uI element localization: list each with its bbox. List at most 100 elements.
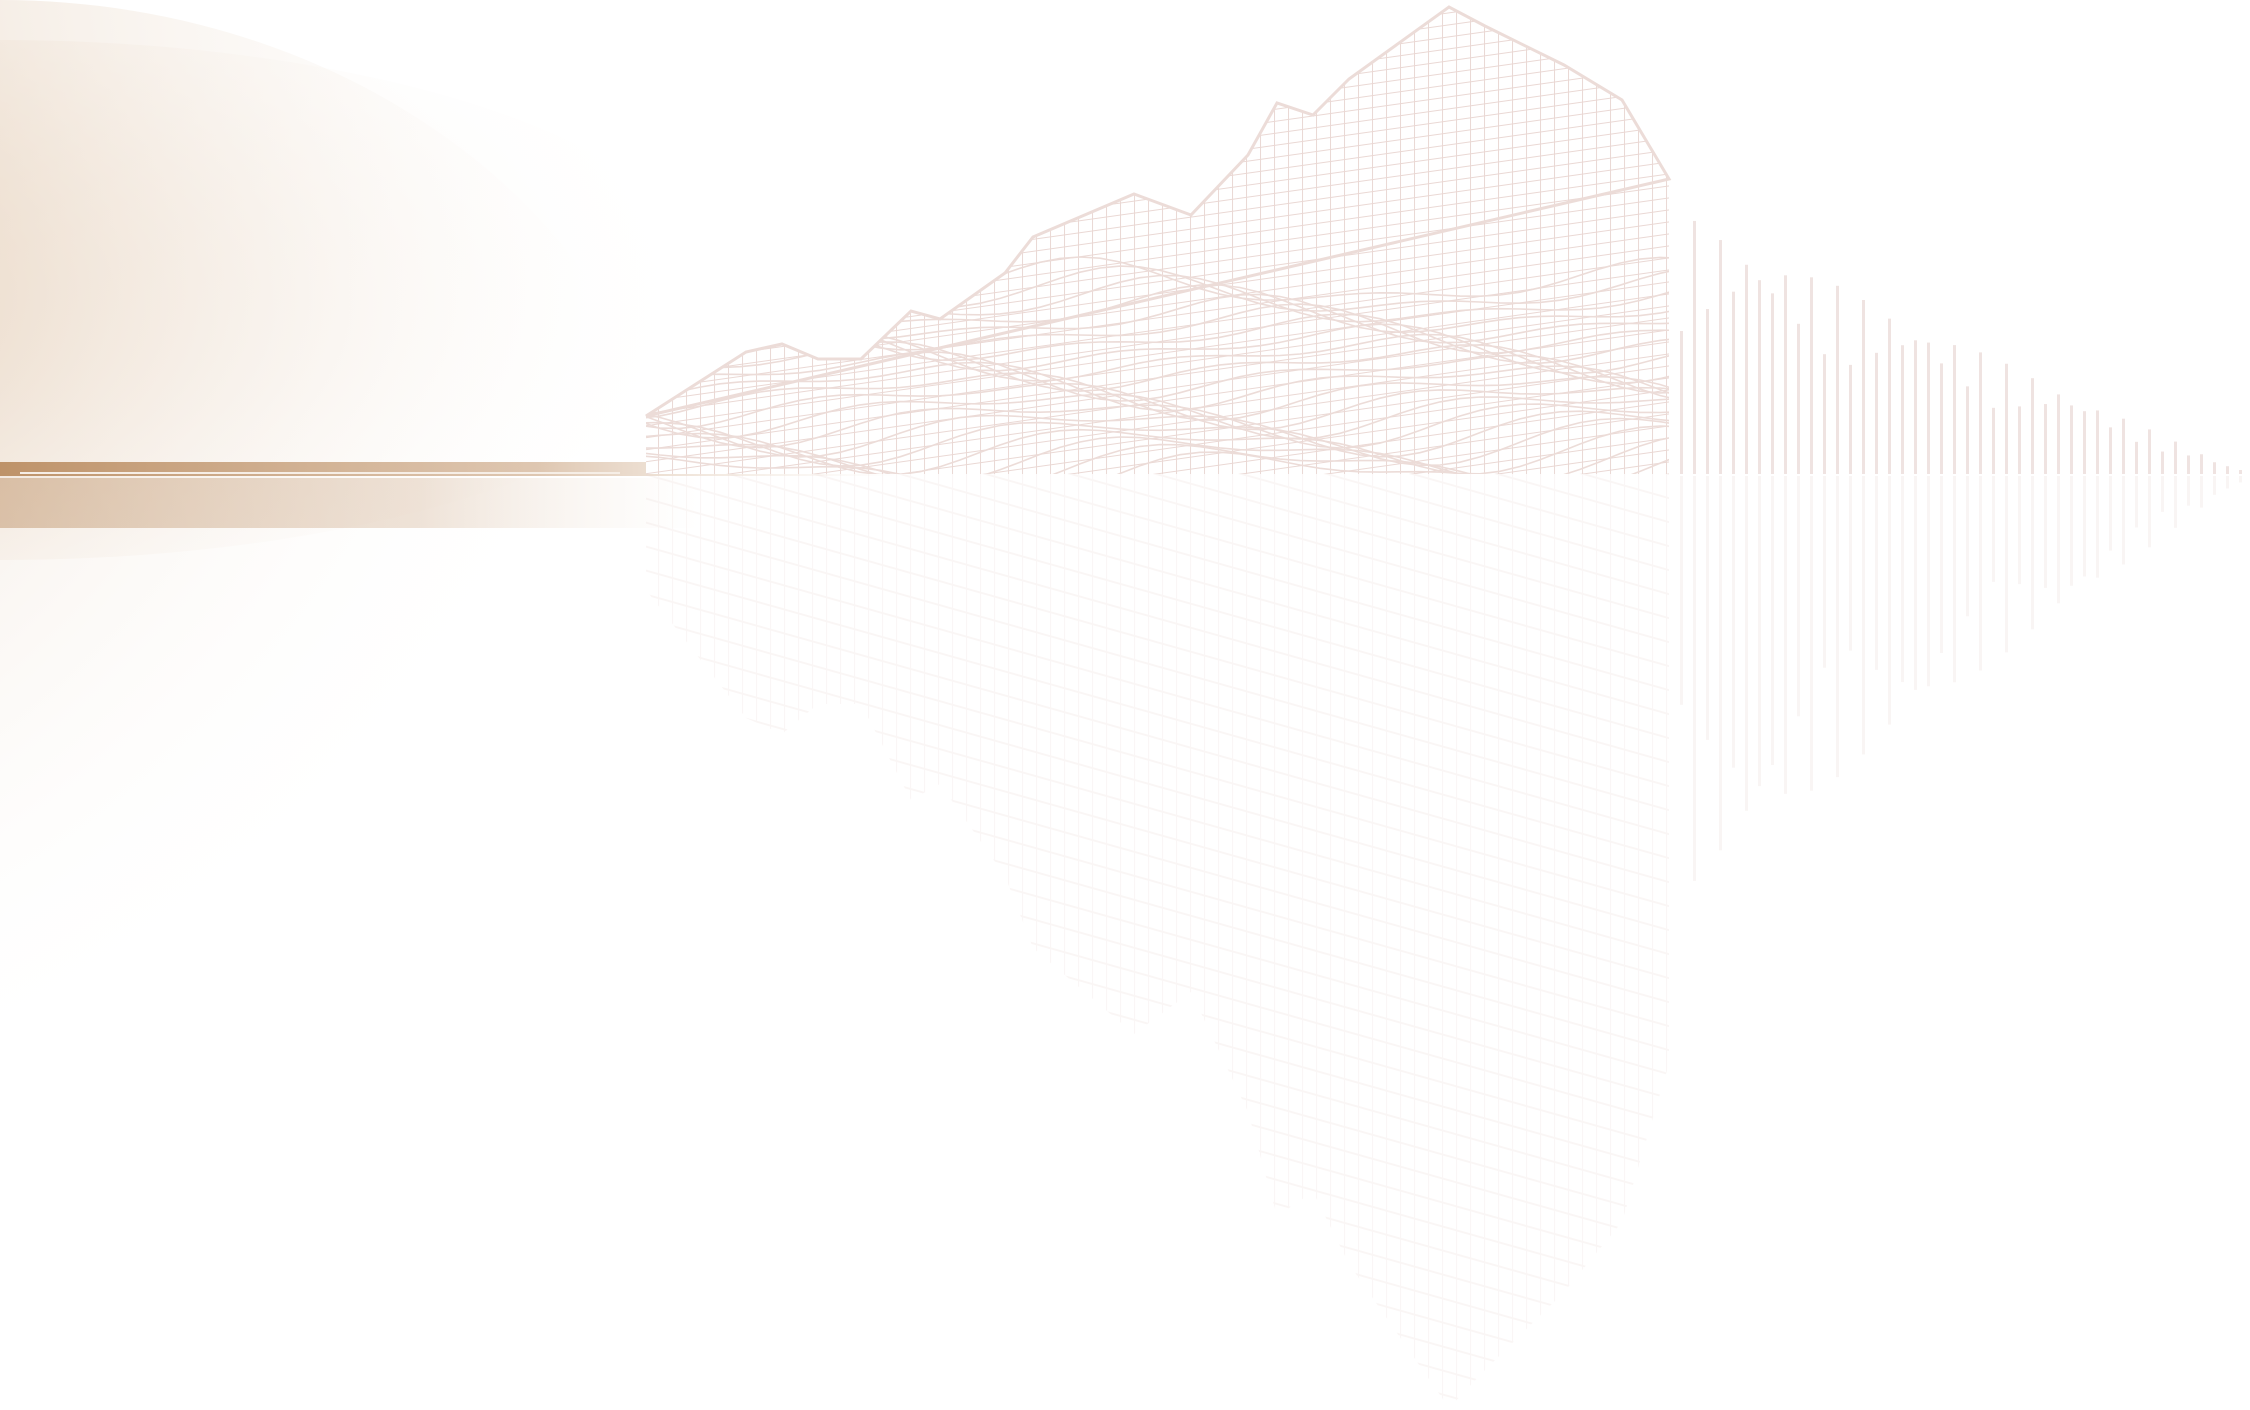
spectrum-bar	[1849, 364, 1852, 474]
spectrum-bar	[2200, 454, 2203, 474]
spectrum-bar	[1966, 476, 1969, 617]
spectrum-bar	[2148, 429, 2151, 474]
spectrum-bar	[1849, 476, 1852, 651]
spectrum-bar	[2005, 363, 2008, 474]
wire-ridge	[646, 372, 1669, 421]
spectrum-bar	[1758, 476, 1761, 787]
spectrum-bar	[1680, 476, 1683, 705]
spectrum-bar	[1745, 476, 1748, 811]
spectrum-bar	[1732, 291, 1735, 474]
spectrum-bar	[2135, 476, 2138, 528]
spectrum-bar	[2174, 476, 2177, 528]
spectrum-bar	[2070, 476, 2073, 586]
spectrum-bar	[2213, 462, 2216, 474]
spectrum-bar	[1901, 345, 1904, 474]
spectrum-bar	[1966, 386, 1969, 474]
spectrum-bar	[2109, 427, 2112, 474]
spectrum-bar	[1888, 318, 1891, 474]
spectrum-bar	[1914, 340, 1917, 474]
wire-ridge	[646, 382, 1669, 431]
spectrum-bar	[1875, 352, 1878, 474]
spectrum-bar	[2044, 476, 2047, 588]
spectrum-bars	[1680, 220, 2242, 474]
spectrum-bar	[1693, 220, 1696, 474]
wire-ridge	[646, 351, 1669, 402]
spectrum-bar	[1992, 407, 1995, 474]
spectrum-bar	[1953, 476, 1956, 683]
spectrum-bar	[2122, 476, 2125, 565]
spectrum-bar	[2096, 410, 2099, 474]
mountain-reflection	[646, 474, 1669, 1408]
spectrum-bar	[1979, 476, 1982, 671]
spectrum-bar	[1836, 476, 1839, 778]
spectrum-bar	[1719, 476, 1722, 851]
spectrum-bar	[1875, 476, 1878, 670]
spectrum-bar	[1797, 323, 1800, 474]
spectrum-bar	[2018, 476, 2021, 585]
horizon-reflection	[0, 478, 700, 528]
spectrum-bar	[2187, 476, 2190, 506]
spectrum-bar	[2096, 476, 2099, 578]
spectrum-bar	[2018, 406, 2021, 474]
wire-ridge	[646, 451, 1669, 474]
spectrum-bar	[1771, 293, 1774, 474]
spectrum-bar	[2122, 418, 2125, 474]
spectrum-bars-reflection	[1680, 476, 2242, 881]
wire-ridge	[646, 417, 1669, 467]
spectrum-bar	[1810, 476, 1813, 791]
spectrum-bar	[1745, 264, 1748, 474]
spectrum-bar	[2070, 405, 2073, 474]
spectrum-bar	[1823, 354, 1826, 474]
wire-ridge	[646, 410, 1669, 458]
spectrum-bar	[1836, 285, 1839, 474]
horizon-highlight	[20, 472, 620, 474]
spectrum-bar	[2109, 476, 2112, 551]
spectrum-bar	[1862, 476, 1865, 755]
wire-ridge	[646, 393, 1669, 440]
wire-ridge	[646, 361, 1669, 412]
spectrum-bar	[1719, 240, 1722, 474]
spectrum-bar	[1771, 476, 1774, 766]
spectrum-bar	[1797, 476, 1800, 717]
haze-lower	[0, 0, 680, 1120]
spectrum-bar	[2083, 476, 2086, 577]
spectrum-bar	[1979, 352, 1982, 474]
spectrum-bar	[1992, 476, 1995, 582]
spectrum-bar	[2239, 470, 2242, 474]
spectrum-bar	[2044, 404, 2047, 474]
spectrum-bar	[1706, 476, 1709, 740]
spectrum-bar	[1680, 331, 1683, 474]
wire-ridge	[646, 434, 1669, 474]
spectrum-bar	[2083, 411, 2086, 474]
spectrum-bar	[2148, 476, 2151, 548]
spectrum-bar	[2239, 476, 2242, 483]
spectrum-bar	[1927, 476, 1930, 687]
wireframe-mountain	[645, 5, 1672, 474]
spectrum-bar	[1693, 476, 1696, 881]
spectrum-bar	[1758, 280, 1761, 474]
spectrum-bar	[1940, 363, 1943, 474]
spectrum-bar	[2161, 476, 2164, 512]
spectrum-bar	[1901, 476, 1904, 683]
spectrum-bar	[2226, 466, 2229, 474]
spectrum-bar	[1810, 277, 1813, 474]
spectrum-bar	[1706, 309, 1709, 474]
spectrum-bar	[2213, 476, 2216, 495]
spectrum-bar	[2031, 476, 2034, 630]
spectrum-bar	[1940, 476, 1943, 653]
spectrum-bar	[1914, 476, 1917, 690]
spectrum-bar	[1862, 299, 1865, 474]
spectrum-bar	[2135, 441, 2138, 474]
spectrum-bar	[1888, 476, 1891, 725]
spectrum-bar	[1784, 275, 1787, 474]
spectrum-bar	[1823, 476, 1826, 668]
spectrum-bar	[1953, 345, 1956, 474]
spectrum-bar	[2031, 378, 2034, 474]
wire-ridge	[646, 425, 1669, 474]
spectrum-bar	[2005, 476, 2008, 653]
spectrum-bar	[1927, 342, 1930, 474]
spectrum-bar	[1784, 476, 1787, 794]
spectrum-bar	[2161, 451, 2164, 474]
spectrum-bar	[2057, 394, 2060, 474]
